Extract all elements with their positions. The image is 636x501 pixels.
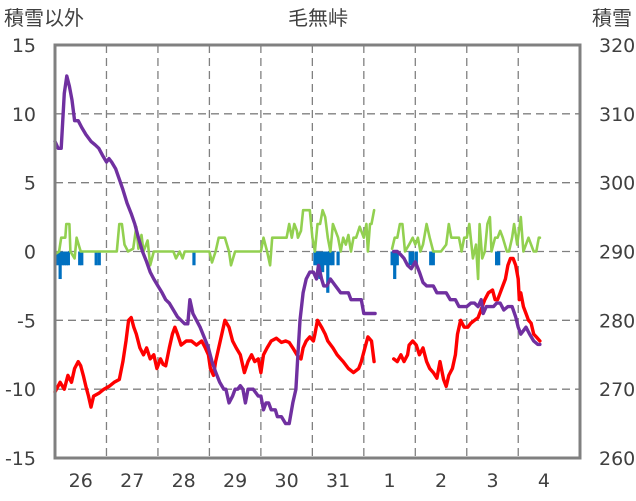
y-left-tick-label: -5 (17, 310, 36, 332)
precip-bar (60, 251, 64, 266)
precip-bar (321, 251, 325, 273)
precip-bar (395, 251, 399, 266)
series-line (392, 249, 542, 347)
precip-bar (414, 251, 418, 266)
series-line (53, 315, 376, 409)
left-axis-ticks: 15 10 5 0 -5 -10 -15 (5, 35, 36, 470)
x-axis-ticks: 26 27 28 29 30 31 1 2 3 4 (69, 470, 550, 492)
y-left-tick-label: 15 (12, 35, 36, 57)
precip-bar (78, 251, 82, 266)
precip-bar (326, 251, 330, 293)
precip-bar (431, 251, 435, 266)
right-axis-ticks: 320 310 300 290 280 270 260 (599, 35, 635, 470)
precip-bar (315, 251, 320, 266)
x-tick-label: 1 (384, 470, 396, 492)
precip-bar (390, 251, 394, 266)
x-tick-label: 30 (275, 470, 299, 492)
x-tick-label: 27 (120, 470, 144, 492)
x-tick-label: 29 (223, 470, 247, 492)
y-left-tick-label: 5 (24, 173, 36, 195)
precip-bar (323, 251, 327, 266)
y-right-tick-label: 260 (599, 448, 635, 470)
precip-bar (411, 251, 415, 266)
y-left-tick-label: 10 (12, 104, 36, 126)
x-tick-label: 28 (172, 470, 196, 492)
precip-bar (97, 251, 101, 266)
precip-bar (495, 251, 499, 266)
plot-frame (53, 43, 582, 460)
y-right-label: 積雪 (592, 6, 632, 30)
x-tick-label: 3 (486, 470, 498, 492)
x-tick-label: 26 (69, 470, 93, 492)
precip-bar (58, 251, 62, 280)
precip-bar (328, 251, 332, 266)
precip-bar (429, 251, 433, 266)
x-tick-label: 4 (538, 470, 550, 492)
y-right-tick-label: 280 (599, 310, 635, 332)
y-left-label: 積雪以外 (4, 6, 84, 30)
y-left-tick-label: 0 (24, 242, 36, 264)
y-right-tick-label: 310 (599, 104, 635, 126)
y-right-tick-label: 320 (599, 35, 635, 57)
chart-title: 毛無峠 (288, 6, 348, 30)
precip-bar (62, 251, 66, 266)
precip-bar (64, 251, 68, 266)
precip-bar (313, 251, 317, 266)
y-right-tick-label: 290 (599, 242, 635, 264)
series-line (392, 256, 542, 389)
y-right-tick-label: 300 (599, 173, 635, 195)
y-right-tick-label: 270 (599, 379, 635, 401)
y-left-tick-label: -15 (5, 448, 36, 470)
precip-bar (94, 251, 98, 266)
series-lines (53, 74, 542, 426)
precip-bar (80, 251, 84, 266)
x-tick-label: 31 (326, 470, 350, 492)
precip-bar (497, 251, 501, 266)
precip-bar (192, 251, 196, 266)
precip-bar (408, 251, 412, 266)
series-line (390, 215, 542, 281)
x-tick-label: 2 (435, 470, 447, 492)
series-line (53, 74, 377, 426)
precip-bar (66, 251, 70, 266)
precip-bar (336, 251, 340, 266)
precip-bar (331, 251, 335, 266)
y-left-tick-label: -10 (5, 379, 36, 401)
series-line (53, 208, 376, 267)
